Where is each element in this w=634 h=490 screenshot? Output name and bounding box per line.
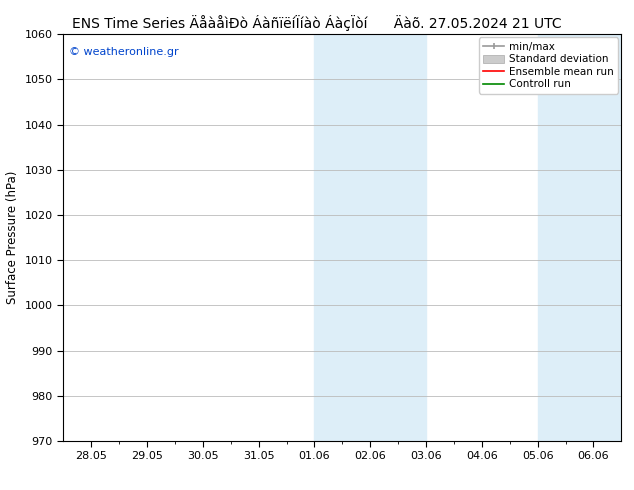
Bar [314,34,426,441]
Text: © weatheronline.gr: © weatheronline.gr [69,47,179,56]
Bar [538,34,621,441]
Legend: min/max, Standard deviation, Ensemble mean run, Controll run: min/max, Standard deviation, Ensemble me… [479,37,618,94]
Y-axis label: Surface Pressure (hPa): Surface Pressure (hPa) [6,171,19,304]
Text: ENS Time Series ÄåàåìÐò ÁàñïëíÏíàò ÁàçÏòí      Äàõ. 27.05.2024 21 UTC: ENS Time Series ÄåàåìÐò ÁàñïëíÏíàò ÁàçÏò… [72,15,562,31]
